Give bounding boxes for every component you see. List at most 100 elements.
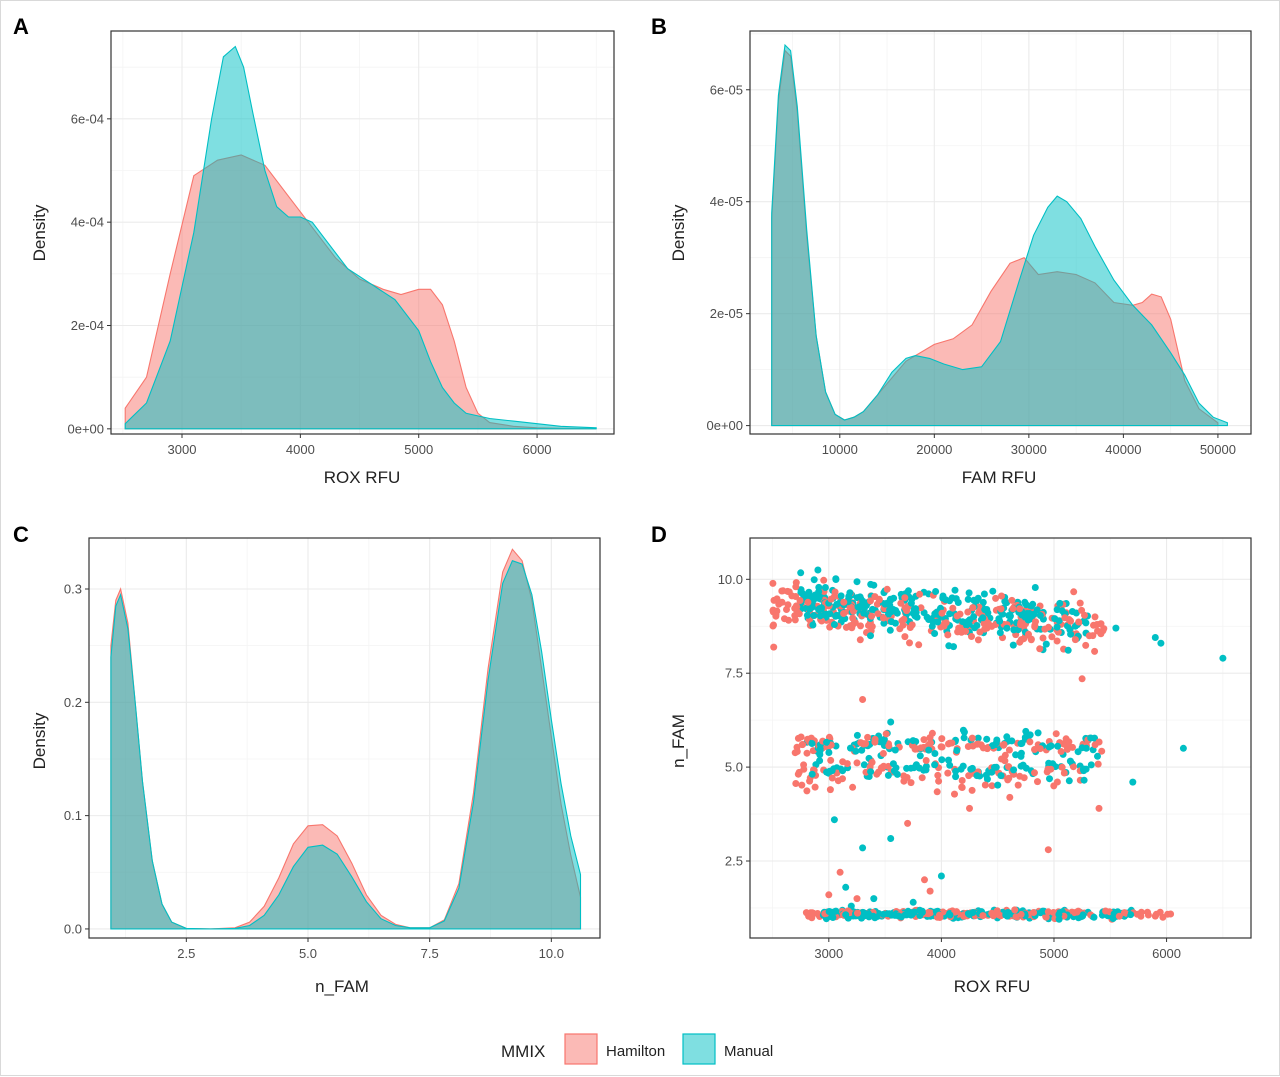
point-hamilton <box>1121 909 1128 917</box>
point-manual <box>1010 626 1018 634</box>
point-hamilton <box>1020 774 1028 782</box>
point-manual <box>952 767 960 775</box>
point-hamilton <box>800 761 808 769</box>
point-hamilton <box>1044 908 1052 916</box>
point-hamilton <box>792 583 800 591</box>
point-hamilton <box>926 909 934 917</box>
x-tick-label: 5000 <box>404 442 433 457</box>
point-manual <box>989 587 997 595</box>
point-hamilton <box>857 622 864 630</box>
point-hamilton <box>1036 645 1044 653</box>
x-tick-label: 6000 <box>1152 946 1181 961</box>
point-manual <box>982 771 990 779</box>
y-tick-label: 6e-04 <box>71 111 104 126</box>
point-hamilton <box>980 620 988 627</box>
point-hamilton <box>848 624 856 632</box>
point-manual <box>1001 597 1009 605</box>
point-manual <box>823 738 830 746</box>
point-manual <box>825 749 833 756</box>
point-manual <box>809 621 817 629</box>
point-hamilton <box>1115 912 1123 920</box>
x-tick-label: 6000 <box>523 442 552 457</box>
point-manual <box>886 626 894 634</box>
point-hamilton <box>795 768 803 776</box>
point-hamilton <box>958 783 966 791</box>
point-hamilton <box>879 750 887 757</box>
point-manual <box>907 764 915 772</box>
point-manual <box>954 599 962 606</box>
point-hamilton <box>918 774 926 782</box>
point-manual <box>931 750 939 757</box>
point-hamilton <box>955 627 963 635</box>
point-hamilton <box>1102 907 1110 915</box>
point-hamilton <box>1005 746 1013 754</box>
point-manual <box>1080 776 1088 784</box>
point-hamilton <box>1044 765 1052 773</box>
point-hamilton <box>836 868 844 876</box>
legend-label-hamilton: Hamilton <box>606 1043 665 1060</box>
point-manual <box>859 597 867 605</box>
point-hamilton <box>969 604 977 612</box>
legend-key-hamilton <box>564 1033 598 1065</box>
point-manual <box>852 747 860 755</box>
point-manual <box>861 910 869 917</box>
point-manual <box>815 606 823 614</box>
point-manual <box>925 746 933 754</box>
point-manual <box>860 761 868 769</box>
point-hamilton <box>896 625 904 633</box>
point-manual <box>833 611 841 619</box>
point-manual <box>805 588 813 596</box>
point-hamilton <box>953 612 961 620</box>
point-hamilton <box>868 612 876 620</box>
point-manual <box>939 594 947 602</box>
point-manual <box>946 610 954 618</box>
point-manual <box>870 895 878 903</box>
point-manual <box>810 576 818 584</box>
point-manual <box>946 761 954 769</box>
point-hamilton <box>964 608 972 616</box>
density-area-manual <box>771 43 1228 427</box>
point-hamilton <box>1091 647 1099 655</box>
point-hamilton <box>1030 909 1038 916</box>
point-manual <box>1017 740 1025 748</box>
x-tick-label: 4000 <box>927 946 956 961</box>
point-hamilton <box>995 911 1003 919</box>
point-hamilton <box>1014 781 1022 789</box>
panel-c: 2.5 5.0 7.5 10.0 0.0 0.1 0.2 0.3 n_FAM Density C <box>13 522 601 996</box>
y-tick-label: 6e-05 <box>710 82 743 97</box>
point-manual <box>881 600 889 608</box>
point-manual <box>893 770 901 778</box>
point-hamilton <box>798 781 806 789</box>
point-hamilton <box>794 734 802 742</box>
point-hamilton <box>1078 675 1086 683</box>
point-manual <box>1009 641 1017 649</box>
point-manual <box>1006 612 1014 620</box>
point-hamilton <box>798 741 806 749</box>
point-hamilton <box>968 734 976 742</box>
point-hamilton <box>997 605 1005 613</box>
point-manual <box>932 588 940 595</box>
point-manual <box>816 757 824 765</box>
point-hamilton <box>988 909 996 917</box>
point-hamilton <box>941 620 948 628</box>
point-hamilton <box>1005 774 1013 782</box>
point-hamilton <box>1017 621 1024 629</box>
point-hamilton <box>1071 636 1079 644</box>
point-hamilton <box>1076 599 1084 607</box>
legend-label-manual: Manual <box>724 1043 773 1060</box>
point-manual <box>1003 733 1011 741</box>
point-manual <box>974 594 982 602</box>
point-hamilton <box>1020 635 1028 643</box>
point-hamilton <box>796 597 804 604</box>
point-hamilton <box>1069 763 1077 771</box>
point-hamilton <box>1093 621 1101 628</box>
x-tick-label: 40000 <box>1105 442 1141 457</box>
point-manual <box>979 614 987 622</box>
point-manual <box>974 734 982 742</box>
y-tick-label: 5.0 <box>725 760 743 775</box>
point-hamilton <box>1044 846 1052 854</box>
point-hamilton <box>885 742 893 750</box>
point-hamilton <box>900 777 908 785</box>
point-manual <box>814 566 822 574</box>
point-manual <box>1058 607 1066 615</box>
